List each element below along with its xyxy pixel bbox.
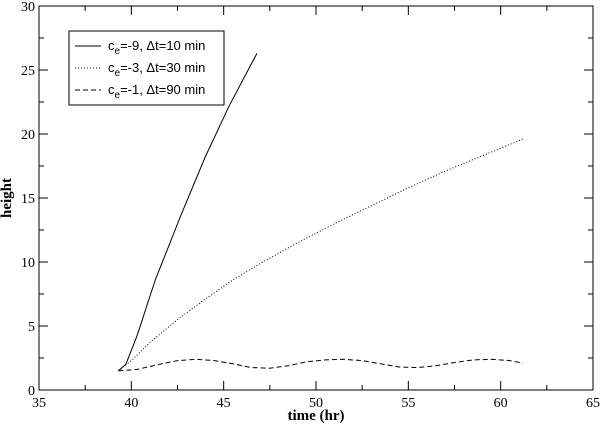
- legend-label: ce=-1, Δt=90 min: [108, 82, 205, 101]
- legend-label: ce=-3, Δt=30 min: [108, 60, 205, 79]
- series-line-dashed: [118, 358, 523, 372]
- series-lines: [118, 53, 523, 372]
- series-line-solid: [118, 53, 258, 372]
- x-tick-label: 65: [586, 396, 600, 411]
- x-tick-label: 40: [124, 396, 138, 411]
- y-tick-label: 0: [28, 384, 35, 399]
- y-tick-label: 20: [21, 128, 35, 143]
- x-tick-label: 45: [217, 396, 231, 411]
- x-tick-label: 50: [309, 396, 323, 411]
- x-tick-label: 35: [32, 396, 46, 411]
- y-tick-label: 30: [21, 0, 35, 15]
- axis-ticks: 35 40 45 50 55 60 65 0 5 10 15 20 25 30: [21, 0, 600, 411]
- y-tick-label: 10: [21, 256, 35, 271]
- y-tick-label: 25: [21, 64, 35, 79]
- y-tick-label: 15: [21, 192, 35, 207]
- x-tick-label: 55: [401, 396, 415, 411]
- legend-label: ce=-9, Δt=10 min: [108, 38, 205, 57]
- x-tick-label: 60: [494, 396, 508, 411]
- x-axis-title: time (hr): [287, 408, 344, 424]
- legend-box: [68, 30, 225, 106]
- legend: ce=-9, Δt=10 min ce=-3, Δt=30 min ce=-1, Δ…: [68, 30, 225, 106]
- y-axis-title: height: [0, 178, 15, 218]
- y-tick-label: 5: [28, 320, 35, 335]
- series-line-dotted: [118, 138, 523, 372]
